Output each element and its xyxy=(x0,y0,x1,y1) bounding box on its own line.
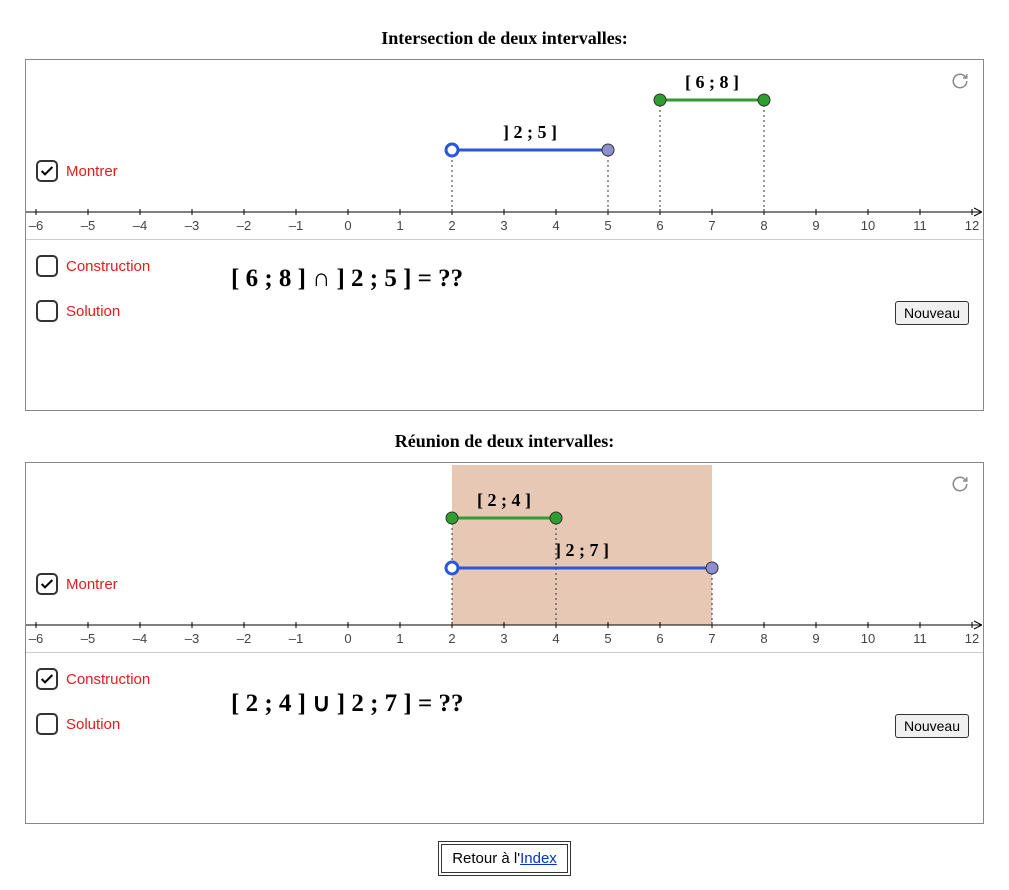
union-plot-area: –6–5–4–3–2–10123456789101112[ 2 ; 4 ]] 2… xyxy=(26,463,983,653)
svg-text:5: 5 xyxy=(604,218,611,233)
solution-checkbox-intersection[interactable] xyxy=(36,300,58,322)
montrer-row-union: Montrer xyxy=(36,573,118,595)
svg-text:7: 7 xyxy=(708,631,715,646)
intersection-plot-area: –6–5–4–3–2–10123456789101112[ 6 ; 8 ]] 2… xyxy=(26,60,983,240)
reload-icon[interactable] xyxy=(951,72,969,95)
union-title: Réunion de deux intervalles: xyxy=(0,431,1009,452)
svg-text:–4: –4 xyxy=(133,218,147,233)
svg-text:12: 12 xyxy=(965,218,979,233)
construction-checkbox-intersection[interactable] xyxy=(36,255,58,277)
svg-text:6: 6 xyxy=(656,631,663,646)
svg-text:0: 0 xyxy=(344,631,351,646)
svg-text:0: 0 xyxy=(344,218,351,233)
svg-text:–3: –3 xyxy=(185,218,199,233)
svg-text:[ 6 ; 8 ]: [ 6 ; 8 ] xyxy=(685,72,739,92)
svg-text:[ 2 ; 4 ]: [ 2 ; 4 ] xyxy=(477,490,531,510)
montrer-checkbox-intersection[interactable] xyxy=(36,160,58,182)
svg-text:9: 9 xyxy=(812,218,819,233)
index-link[interactable]: Index xyxy=(520,850,557,867)
svg-text:–6: –6 xyxy=(29,631,43,646)
construction-row-intersection: Construction xyxy=(36,255,150,277)
intersection-controls: Construction Solution [ 6 ; 8 ] ∩ ] 2 ; … xyxy=(26,240,983,410)
svg-text:2: 2 xyxy=(448,631,455,646)
solution-row-union: Solution xyxy=(36,713,120,735)
svg-text:4: 4 xyxy=(552,631,559,646)
solution-label-union: Solution xyxy=(66,716,120,733)
union-panel: –6–5–4–3–2–10123456789101112[ 2 ; 4 ]] 2… xyxy=(25,462,984,824)
svg-text:8: 8 xyxy=(760,218,767,233)
svg-text:] 2 ; 7 ]: ] 2 ; 7 ] xyxy=(555,540,609,560)
footer-prefix: Retour à l' xyxy=(452,850,520,867)
svg-text:5: 5 xyxy=(604,631,611,646)
svg-text:3: 3 xyxy=(500,218,507,233)
svg-text:–4: –4 xyxy=(133,631,147,646)
nouveau-button-intersection[interactable]: Nouveau xyxy=(895,301,969,325)
intersection-title: Intersection de deux intervalles: xyxy=(0,28,1009,49)
svg-text:8: 8 xyxy=(760,631,767,646)
svg-text:9: 9 xyxy=(812,631,819,646)
intersection-number-line: –6–5–4–3–2–10123456789101112[ 6 ; 8 ]] 2… xyxy=(26,60,982,240)
solution-row-intersection: Solution xyxy=(36,300,120,322)
union-number-line: –6–5–4–3–2–10123456789101112[ 2 ; 4 ]] 2… xyxy=(26,463,982,653)
svg-text:10: 10 xyxy=(861,631,875,646)
footer-link-row: Retour à l'Index xyxy=(0,844,1009,873)
svg-text:11: 11 xyxy=(913,631,927,646)
svg-text:–6: –6 xyxy=(29,218,43,233)
svg-text:6: 6 xyxy=(656,218,663,233)
svg-text:–5: –5 xyxy=(81,218,95,233)
solution-checkbox-union[interactable] xyxy=(36,713,58,735)
svg-text:–3: –3 xyxy=(185,631,199,646)
svg-text:10: 10 xyxy=(861,218,875,233)
montrer-label-intersection: Montrer xyxy=(66,163,118,180)
union-formula: [ 2 ; 4 ] ∪ ] 2 ; 7 ] = ?? xyxy=(231,688,464,718)
montrer-label-union: Montrer xyxy=(66,576,118,593)
svg-text:1: 1 xyxy=(396,218,403,233)
union-controls: Construction Solution [ 2 ; 4 ] ∪ ] 2 ; … xyxy=(26,653,983,823)
svg-text:–2: –2 xyxy=(237,631,251,646)
svg-text:7: 7 xyxy=(708,218,715,233)
montrer-row-intersection: Montrer xyxy=(36,160,118,182)
svg-text:–1: –1 xyxy=(289,218,303,233)
svg-text:11: 11 xyxy=(913,218,927,233)
montrer-checkbox-union[interactable] xyxy=(36,573,58,595)
reload-icon-union[interactable] xyxy=(951,475,969,498)
intersection-panel: –6–5–4–3–2–10123456789101112[ 6 ; 8 ]] 2… xyxy=(25,59,984,411)
svg-text:1: 1 xyxy=(396,631,403,646)
construction-label-intersection: Construction xyxy=(66,258,150,275)
svg-text:3: 3 xyxy=(500,631,507,646)
svg-text:–5: –5 xyxy=(81,631,95,646)
construction-checkbox-union[interactable] xyxy=(36,668,58,690)
svg-text:4: 4 xyxy=(552,218,559,233)
intersection-formula: [ 6 ; 8 ] ∩ ] 2 ; 5 ] = ?? xyxy=(231,265,463,293)
construction-row-union: Construction xyxy=(36,668,150,690)
svg-text:–2: –2 xyxy=(237,218,251,233)
svg-text:2: 2 xyxy=(448,218,455,233)
svg-text:] 2 ; 5 ]: ] 2 ; 5 ] xyxy=(503,122,557,142)
index-link-box: Retour à l'Index xyxy=(441,844,568,873)
construction-label-union: Construction xyxy=(66,671,150,688)
svg-text:–1: –1 xyxy=(289,631,303,646)
svg-text:12: 12 xyxy=(965,631,979,646)
solution-label-intersection: Solution xyxy=(66,303,120,320)
nouveau-button-union[interactable]: Nouveau xyxy=(895,714,969,738)
